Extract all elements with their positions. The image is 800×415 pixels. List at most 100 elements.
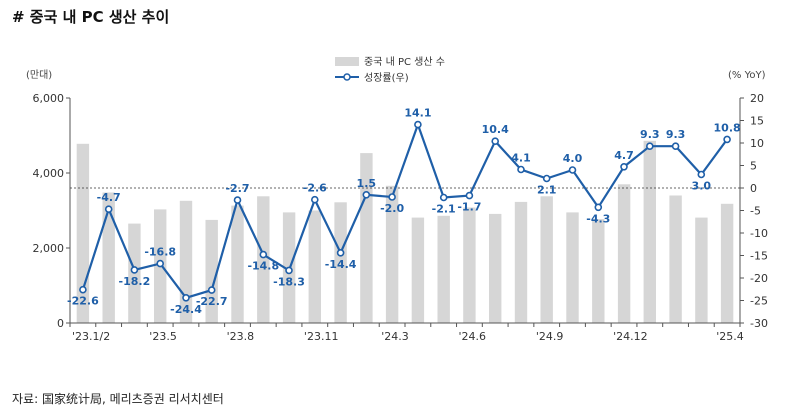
growth-label-6: -2.7 — [225, 182, 249, 195]
growth-label-20: -4.3 — [586, 212, 610, 225]
x-tick-label-1: '23.5 — [149, 330, 177, 343]
line-series: -22.6 -4.7 -18.2 -16.8 -24.4-22.7 -2.7 -14.8 -1… — [67, 107, 741, 316]
bar-25 — [720, 203, 734, 324]
bar-18 — [540, 196, 553, 324]
growth-label-12: -2.0 — [380, 202, 404, 215]
growth-point-3 — [156, 259, 164, 268]
growth-line — [81, 121, 728, 300]
right-tick-label-4: -10 — [750, 227, 768, 240]
growth-label-2: -18.2 — [119, 275, 151, 288]
bar-19 — [566, 212, 579, 323]
right-tick-label-6: 0 — [750, 182, 757, 195]
growth-point-22 — [645, 142, 654, 150]
growth-point-1 — [104, 205, 113, 213]
growth-point-2 — [130, 266, 139, 274]
growth-point-18 — [542, 174, 551, 183]
right-tick-label-1: -25 — [750, 295, 768, 308]
bar-21 — [617, 184, 631, 324]
chart-title: # 중국 내 PC 생산 추이 — [12, 8, 170, 26]
growth-label-13: 14.1 — [404, 107, 431, 120]
x-tick-label-2: '23.8 — [227, 330, 255, 343]
right-tick-label-2: -20 — [750, 272, 768, 285]
right-tick-label-10: 20 — [750, 92, 764, 105]
right-tick-label-5: -5 — [750, 205, 761, 218]
growth-label-3: -16.8 — [144, 246, 176, 259]
bar-6 — [231, 205, 244, 323]
growth-point-21 — [620, 163, 628, 171]
growth-point-24 — [697, 170, 706, 179]
bar-1 — [102, 192, 115, 323]
growth-label-4: -24.4 — [170, 303, 202, 316]
growth-point-8 — [285, 266, 293, 275]
right-tick-label-7: 5 — [750, 160, 757, 173]
growth-label-0: -22.6 — [67, 295, 99, 308]
bar-7 — [257, 196, 270, 324]
growth-point-0 — [79, 285, 87, 294]
legend: 중국 내 PC 생산 수 성장률(우) — [335, 56, 445, 84]
bar-16 — [489, 213, 502, 323]
growth-point-10 — [336, 249, 345, 257]
growth-label-16: 10.4 — [482, 123, 509, 136]
growth-point-12 — [388, 193, 396, 201]
growth-point-9 — [310, 195, 319, 204]
growth-point-7 — [259, 250, 268, 259]
bar-5 — [205, 219, 218, 323]
growth-point-13 — [414, 120, 422, 129]
growth-label-25: 10.8 — [714, 121, 741, 134]
legend-line-marker — [343, 73, 351, 81]
growth-point-15 — [465, 191, 474, 200]
growth-point-25 — [723, 135, 731, 144]
x-tick-label-8: '25.4 — [716, 330, 744, 343]
bar-15 — [463, 207, 476, 323]
growth-label-14: -2.1 — [432, 203, 456, 216]
bar-24 — [695, 217, 708, 323]
x-tick-label-4: '24.3 — [381, 330, 409, 343]
bar-9 — [308, 210, 321, 323]
bar-10 — [334, 202, 347, 324]
x-tick-label-5: '24.6 — [459, 330, 487, 343]
bar-22 — [643, 140, 656, 324]
growth-label-21: 4.7 — [614, 149, 634, 162]
growth-point-23 — [671, 142, 680, 150]
growth-point-19 — [568, 166, 577, 174]
axes: 0 2,000 4,000 6,000 -30 -25 -20 -15 -10 -5 0 5 10 15 2… — [33, 92, 768, 343]
right-tick-label-0: -30 — [750, 317, 768, 330]
bar-13 — [411, 217, 425, 323]
growth-label-9: -2.6 — [303, 182, 327, 195]
right-tick-label-9: 15 — [750, 115, 764, 128]
left-tick-label-2: 4,000 — [33, 167, 65, 180]
left-tick-label-0: 0 — [57, 317, 64, 330]
growth-label-18: 2.1 — [537, 184, 557, 197]
growth-label-15: -1.7 — [457, 201, 481, 214]
right-tick-label-3: -15 — [750, 250, 768, 263]
x-tick-label-0: '23.1/2 — [72, 330, 110, 343]
legend-bar-label: 중국 내 PC 생산 수 — [364, 56, 445, 68]
left-tick-label-1: 2,000 — [33, 242, 65, 255]
growth-label-8: -18.3 — [273, 275, 305, 288]
growth-point-20 — [594, 203, 603, 212]
growth-label-11: 1.5 — [357, 177, 377, 190]
left-tick-label-3: 6,000 — [33, 92, 65, 105]
growth-point-5 — [207, 286, 216, 294]
growth-label-19: 4.0 — [563, 152, 583, 165]
bar-12 — [385, 185, 399, 324]
right-axis-unit: (% YoY) — [728, 70, 766, 81]
growth-label-5: -22.7 — [196, 295, 228, 308]
growth-label-7: -14.8 — [247, 260, 279, 273]
growth-label-24: 3.0 — [692, 180, 712, 193]
source-note: 자료: 国家统计局, 메리츠증권 리서치센터 — [12, 392, 224, 406]
growth-point-14 — [439, 193, 448, 202]
x-tick-label-7: '24.12 — [613, 330, 648, 343]
growth-label-10: -14.4 — [325, 258, 357, 271]
left-axis-unit: (만대) — [26, 69, 52, 81]
bar-series — [76, 140, 734, 324]
bar-20 — [592, 219, 605, 323]
bar-17 — [514, 201, 528, 323]
growth-point-17 — [517, 165, 525, 174]
growth-label-17: 4.1 — [511, 152, 531, 165]
right-tick-label-8: 10 — [750, 137, 764, 150]
bar-14 — [437, 215, 450, 324]
growth-point-6 — [233, 196, 242, 204]
bar-23 — [669, 195, 682, 323]
